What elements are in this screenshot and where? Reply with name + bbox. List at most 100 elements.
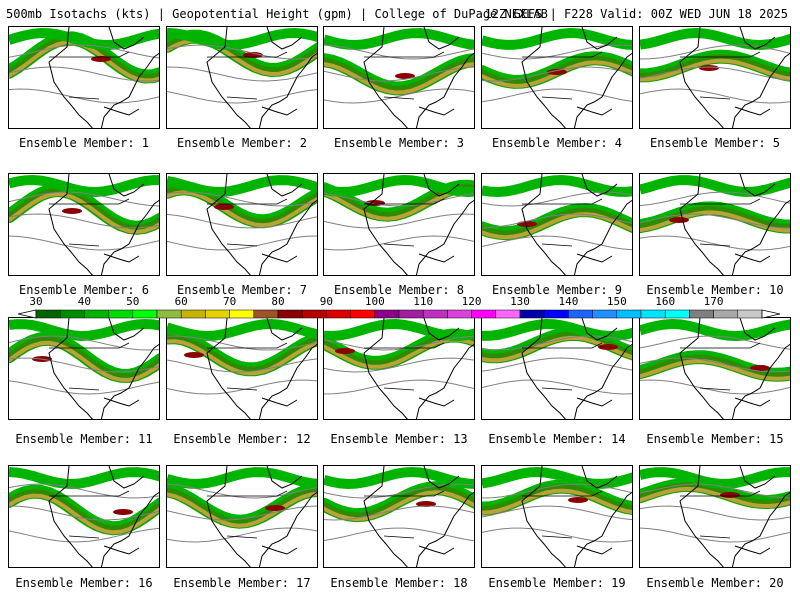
height-contour (167, 66, 317, 82)
height-contour (482, 527, 632, 543)
ensemble-map-panel (323, 317, 475, 420)
colorbar-tick-label: 150 (606, 295, 627, 308)
isotach-band (640, 27, 790, 51)
map-graphic (482, 466, 632, 567)
map-graphic (482, 174, 632, 275)
map-graphic (640, 174, 790, 275)
colorbar-tick-label: 60 (174, 295, 188, 308)
map-graphic (640, 466, 790, 567)
coastline (48, 174, 159, 275)
height-contour (482, 483, 632, 499)
height-contour (167, 527, 317, 543)
map-header: 500mb Isotachs (kts) | Geopotential Heig… (6, 6, 796, 22)
coastline (206, 318, 317, 419)
jet-max-core (416, 501, 436, 507)
ensemble-member-label: Ensemble Member: 13 (330, 432, 468, 446)
colorbar-segment (616, 309, 642, 319)
ensemble-member-label: Ensemble Member: 20 (646, 576, 784, 590)
height-contour (640, 483, 790, 499)
map-graphic (9, 466, 159, 567)
colorbar-segment (664, 309, 690, 319)
ensemble-map-panel (481, 465, 633, 568)
map-graphic (9, 318, 159, 419)
jet-max-core (517, 221, 537, 227)
colorbar-tick-label: 40 (77, 295, 92, 308)
colorbar-legend: 30 40 50 60 70 80 90 100 110 120 130 140 150 160 170 (0, 294, 800, 320)
height-contour (324, 213, 474, 229)
colorbar-segment (447, 309, 472, 319)
jet-max-core (598, 344, 618, 350)
height-contour (640, 505, 790, 521)
jet-max-core (214, 204, 234, 210)
coastline (206, 466, 317, 567)
map-graphic (167, 466, 317, 567)
ensemble-map-panel (166, 26, 318, 129)
ensemble-member-label: Ensemble Member: 17 (173, 576, 311, 590)
colorbar-segment (132, 309, 158, 319)
isotach-band (640, 210, 790, 233)
colorbar-segment (374, 309, 400, 319)
isotach-band (640, 359, 790, 381)
isotach-band (9, 493, 159, 535)
map-graphic (482, 318, 632, 419)
isotach-band (482, 466, 632, 489)
height-contour (9, 88, 159, 104)
isotach-band (640, 467, 790, 489)
ensemble-map-panel (8, 465, 160, 568)
ensemble-member-label: Ensemble Member: 4 (491, 136, 623, 150)
height-contour (324, 379, 474, 395)
political-border (364, 490, 445, 539)
isotach-band (167, 339, 317, 376)
isotach-band (167, 27, 317, 51)
map-graphic (640, 318, 790, 419)
political-border (364, 51, 445, 100)
coastline (48, 318, 159, 419)
isotach-band (324, 466, 474, 490)
ensemble-map-panel (639, 173, 791, 276)
height-contour (482, 379, 632, 395)
colorbar-segment (519, 309, 545, 319)
coastline (48, 466, 159, 567)
jet-max-core (243, 52, 263, 58)
ensemble-member-label: Ensemble Member: 11 (15, 432, 153, 446)
height-contour (640, 335, 790, 350)
height-contour (9, 505, 159, 521)
jet-max-core (395, 73, 415, 79)
political-border (207, 51, 288, 100)
ensemble-member-label: Ensemble Member: 2 (176, 136, 308, 150)
height-contour (167, 335, 317, 351)
coastline (521, 466, 632, 567)
height-contour (9, 44, 159, 59)
colorbar-tick-label: 30 (29, 295, 43, 308)
ensemble-map-panel (8, 173, 160, 276)
map-graphic (9, 174, 159, 275)
political-border (364, 342, 445, 391)
colorbar-segment (737, 309, 763, 319)
height-contour (482, 213, 632, 229)
colorbar-segment (592, 309, 618, 319)
colorbar-tick-label: 70 (222, 295, 237, 308)
height-contour (640, 379, 790, 395)
isotach-band (9, 174, 159, 198)
ensemble-member-label: Ensemble Member: 16 (15, 576, 153, 590)
height-contour (324, 44, 474, 60)
colorbar-segment (689, 309, 714, 319)
ensemble-map-panel (639, 465, 791, 568)
political-border (680, 198, 761, 247)
height-contour (9, 357, 159, 373)
height-contour (324, 505, 474, 521)
jet-max-core (568, 497, 588, 503)
coastline (521, 318, 632, 419)
height-contour (9, 483, 159, 499)
map-graphic (9, 27, 159, 128)
isotach-band (482, 488, 632, 515)
colorbar-segment (495, 309, 521, 319)
ensemble-member-label: Ensemble Member: 7 (176, 283, 308, 297)
isotach-band (640, 318, 790, 342)
height-contour (9, 235, 159, 251)
colorbar-graphic (17, 309, 781, 319)
jet-max-core (699, 65, 719, 71)
isotach-band (482, 212, 632, 240)
colorbar-segment (156, 309, 182, 319)
height-contour (167, 483, 317, 499)
